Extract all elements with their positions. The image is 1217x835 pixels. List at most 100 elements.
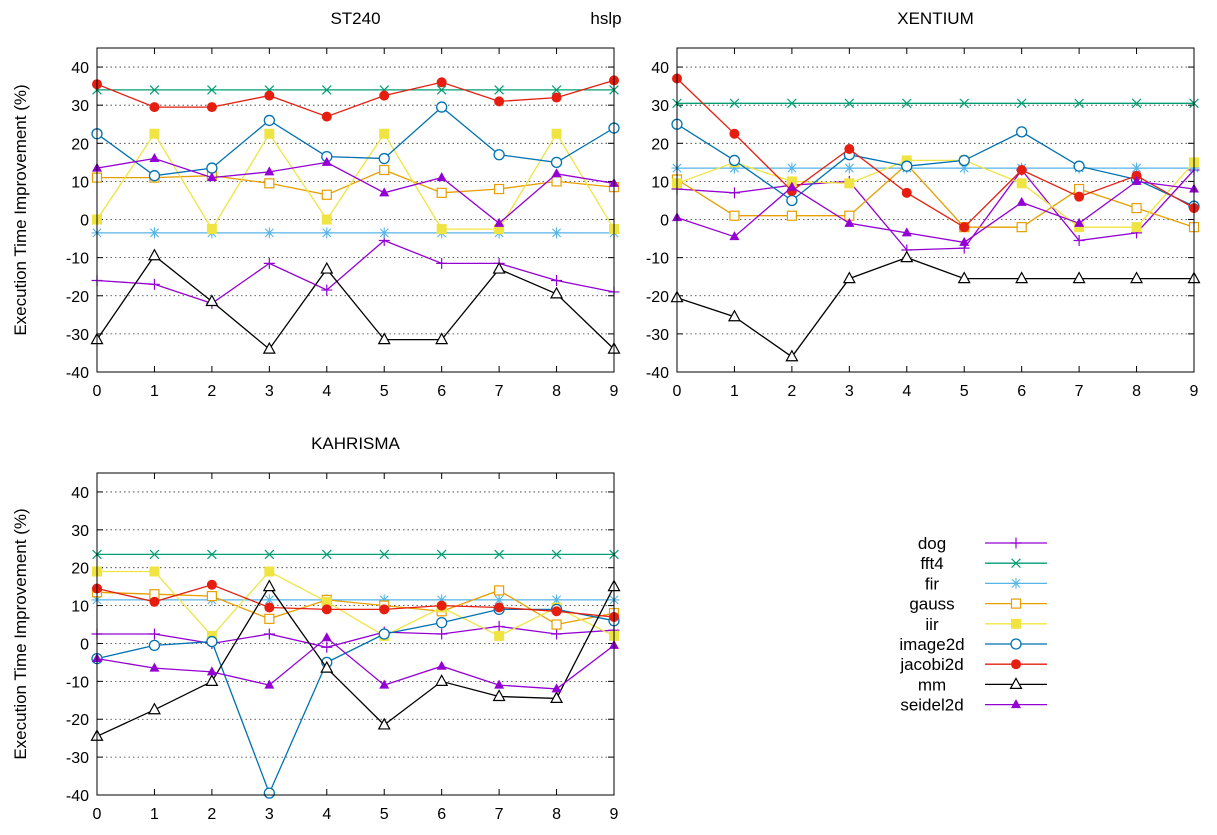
x-tick-label: 7 (1075, 383, 1084, 400)
point-image2d (901, 160, 913, 172)
x-tick-label: 0 (93, 383, 102, 400)
point-iir (264, 566, 275, 577)
series-line-dog (676, 168, 1195, 251)
series-gauss (671, 159, 1200, 233)
series-line-iir (97, 570, 615, 637)
point-fft4 (551, 549, 562, 560)
point-dog (148, 628, 160, 640)
x-tick-label: 6 (1017, 383, 1026, 400)
x-tick-label: 8 (552, 806, 561, 823)
point-gauss (264, 178, 275, 189)
y-tick-label: 40 (651, 60, 669, 77)
legend-item-fir: fir (925, 574, 1047, 593)
point-iir (786, 176, 797, 187)
plot-frame (676, 47, 1195, 373)
point-mm (785, 349, 799, 362)
series-jacobi2d (92, 75, 619, 122)
point-mm (900, 250, 914, 263)
point-fft4 (1074, 98, 1084, 109)
panel-title: XENTIUM (897, 9, 974, 28)
point-image2d (378, 628, 390, 640)
x-tick-label: 6 (437, 806, 446, 823)
x-tick-label: 3 (265, 806, 274, 823)
panel-title: ST240 (330, 9, 380, 28)
point-seidel2d (844, 217, 855, 227)
series-line-mm (96, 254, 615, 351)
point-fft4 (494, 85, 504, 95)
x-tick-label: 1 (730, 383, 739, 400)
point-fir (786, 162, 798, 174)
point-dog (263, 628, 275, 640)
point-jacobi2d (436, 600, 447, 611)
x-tick-label: 1 (150, 383, 159, 400)
point-seidel2d (436, 172, 447, 182)
y-tick-label: -30 (646, 327, 669, 344)
point-jacobi2d (149, 596, 160, 607)
point-seidel2d (1016, 196, 1027, 206)
point-gauss (379, 164, 390, 176)
point-image2d (728, 154, 741, 167)
y-tick-label: 0 (80, 636, 89, 653)
point-mm (492, 689, 506, 702)
series-line-image2d (676, 123, 1195, 207)
x-tick-label: 6 (437, 383, 446, 400)
point-mm (320, 660, 334, 673)
chart-panel-st240: ST240 -40 -30 -20 -10 0 10 20 30 40 0 1 2 3 4 5 6 7 8 9 Exec… (11, 9, 621, 400)
point-fft4 (959, 98, 970, 109)
point-mm (842, 271, 856, 284)
point-image2d (436, 616, 448, 629)
series-line-iir (96, 132, 615, 231)
point-image2d (378, 152, 390, 165)
legend-item-dog: dog (918, 534, 1047, 553)
point-jacobi2d (149, 102, 160, 113)
x-tick-label: 8 (1132, 383, 1141, 400)
y-tick-label: 20 (651, 136, 669, 153)
point-jacobi2d (844, 144, 855, 155)
point-fft4 (207, 549, 217, 560)
point-seidel2d (321, 632, 332, 642)
chart-panel-kahrisma: KAHRISMA -40 -30 -20 -10 0 10 20 30 40 0 1 2 3 4 5 6 7 8 9 E… (11, 434, 621, 823)
point-iir (494, 630, 505, 641)
y-tick-label: 40 (71, 60, 89, 77)
point-fft4 (321, 85, 332, 95)
point-fir (378, 227, 390, 239)
legend-label: jacobi2d (899, 655, 963, 674)
plot-frame (96, 472, 615, 796)
point-iir (149, 566, 160, 577)
point-iir (551, 128, 562, 139)
point-mm (957, 271, 971, 284)
x-tick-label: 3 (845, 383, 854, 400)
x-tick-label: 3 (265, 383, 274, 400)
series-line-gauss (676, 163, 1195, 228)
x-tick-label: 9 (1190, 383, 1199, 400)
x-tick-label: 9 (610, 383, 619, 400)
point-mm (492, 261, 506, 274)
legend-label: dog (918, 534, 946, 553)
point-seidel2d (786, 181, 797, 191)
point-fir (378, 594, 390, 606)
series-line-mm (96, 585, 615, 737)
point-seidel2d (149, 153, 160, 163)
point-fir (958, 162, 970, 174)
point-dog (728, 187, 740, 199)
legend-marker-fft4 (1011, 558, 1021, 569)
point-jacobi2d (1131, 170, 1142, 181)
series-mm (670, 250, 1201, 362)
point-seidel2d (551, 683, 562, 693)
point-iir (321, 596, 332, 607)
point-image2d (958, 154, 970, 167)
point-dog (321, 641, 333, 653)
point-gauss (786, 210, 797, 221)
x-tick-label: 1 (150, 806, 159, 823)
point-jacobi2d (1016, 164, 1027, 175)
point-gauss (436, 187, 447, 198)
point-mm (320, 261, 334, 274)
y-tick-label: 20 (71, 561, 89, 578)
point-gauss (264, 613, 275, 624)
point-jacobi2d (494, 602, 505, 613)
y-tick-label: -40 (66, 788, 89, 805)
point-image2d (493, 149, 505, 161)
series-fir (91, 227, 620, 239)
point-seidel2d (149, 662, 160, 672)
y-tick-label: 20 (71, 136, 89, 153)
